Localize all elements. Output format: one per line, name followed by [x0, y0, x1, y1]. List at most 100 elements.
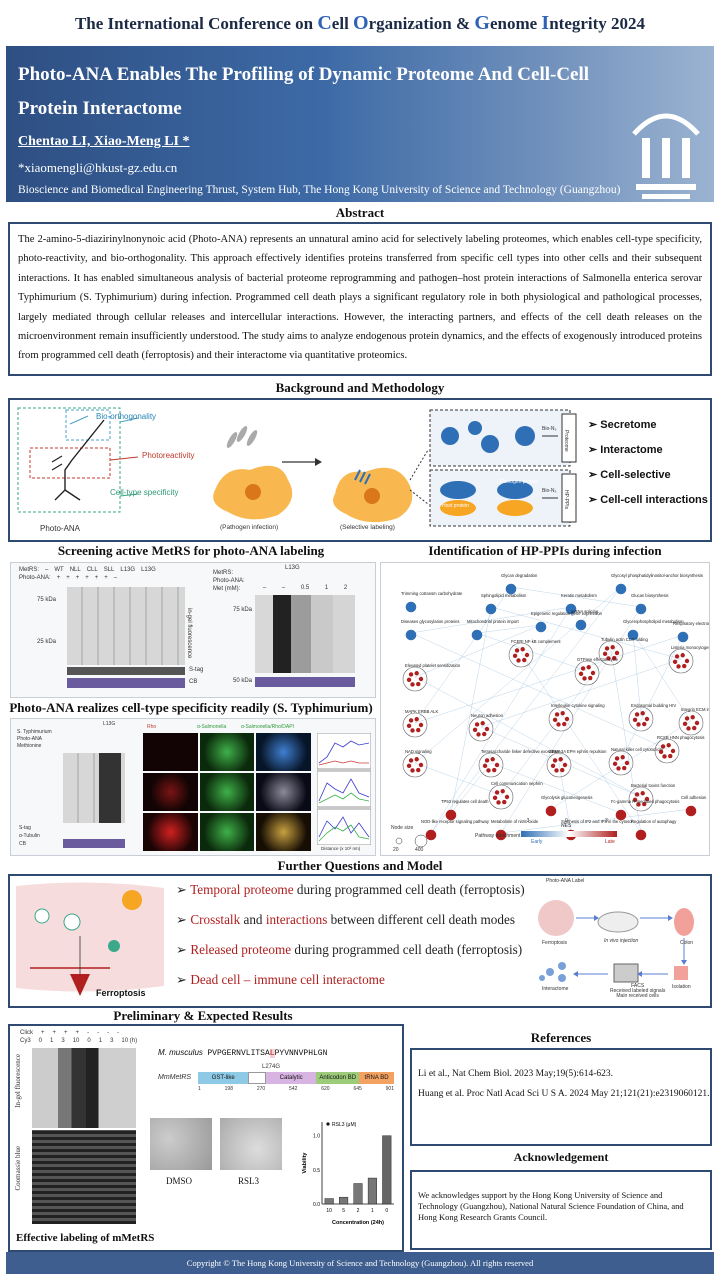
- y-tick-label: 0.0: [313, 1202, 320, 1208]
- nes-label: NES: [561, 823, 572, 829]
- network-node: [418, 676, 424, 682]
- further-box: Ferroptosis ➢ Temporal proteome during p…: [8, 874, 712, 1008]
- network-node: [522, 657, 527, 663]
- pathway-enrichment-label: Pathway enrichment: [475, 833, 521, 839]
- network-node: [586, 665, 591, 670]
- network-node: [640, 791, 645, 796]
- network-node: [418, 722, 424, 728]
- network-node: [560, 711, 565, 716]
- network-node: [682, 663, 687, 669]
- network-node: [582, 676, 587, 681]
- photo-ana-cell: Photo-ANA:: [19, 575, 51, 581]
- network-node: [624, 760, 630, 766]
- domain-catalytic: Catalytic: [265, 1072, 317, 1084]
- col-merge: α-Salmonella/Rho/DAPI: [241, 724, 294, 730]
- pathogen-infection-label: (Pathogen infection): [220, 524, 279, 531]
- network-node: [614, 756, 620, 761]
- network-cluster: [565, 603, 577, 615]
- network-node: [676, 664, 681, 669]
- conference-title-part: G: [474, 12, 490, 34]
- celltype-row-labels: S. Typhimurium Photo-ANA Methionine: [17, 729, 52, 749]
- domain-position: 901: [385, 1086, 394, 1092]
- question-released: ➢ Released proteome during programmed ce…: [176, 942, 523, 957]
- network-cluster: [402, 752, 428, 778]
- network-label: Keratin metabolism: [561, 593, 597, 598]
- domain-positions: 1 198 270 542 620 645 901: [198, 1086, 394, 1092]
- metrs-cell: NLL: [69, 567, 81, 573]
- network-label: MAPK ERBB ALK: [405, 709, 438, 714]
- network-node: [486, 768, 491, 773]
- domain-position: 620: [321, 1086, 330, 1092]
- network-node: [410, 768, 415, 773]
- network-cluster: [654, 738, 680, 764]
- network-node: [602, 651, 608, 657]
- network-label: GTPase effector cycle: [577, 657, 619, 662]
- conference-title: The International Conference on Cell Org…: [0, 12, 720, 35]
- domain-position: 270: [256, 1086, 266, 1092]
- network-node: [564, 716, 570, 722]
- photo-ana-cell: +: [75, 575, 80, 581]
- effective-labeling-caption: Effective labeling of mMetRS: [16, 1232, 155, 1244]
- dmso-image: [150, 1118, 212, 1170]
- network-node: [616, 766, 621, 771]
- network-node: [482, 731, 487, 737]
- network-node: [408, 672, 414, 677]
- celltype-panel: S. Typhimurium Photo-ANA Methionine L13G S…: [10, 718, 376, 856]
- node-size-400: 400: [415, 847, 424, 853]
- cy3-cell: 1: [98, 1038, 103, 1044]
- node-size-legend-circle: [395, 837, 403, 845]
- background-bullets: ➢ Secretome ➢ Interactome ➢ Cell-selecti…: [588, 418, 708, 506]
- ferroptosis-diagram: [16, 882, 164, 996]
- network-edge: [450, 606, 492, 814]
- network-cluster: [468, 716, 494, 742]
- network-cluster: [402, 666, 428, 692]
- network-cluster: [685, 805, 697, 817]
- network-cluster: [635, 829, 647, 841]
- network-node: [690, 715, 695, 720]
- network-edge: [414, 762, 502, 796]
- x-axis-label: Concentration (24h): [332, 1220, 384, 1226]
- network-node: [634, 712, 640, 717]
- hpppi-network-panel: Glycan degradation Glycosyl phosphatidyli…: [380, 562, 710, 856]
- bio-n3-label-top: Bio-N₃: [542, 426, 557, 432]
- network-edge: [610, 650, 642, 834]
- click-cell: Click: [20, 1030, 33, 1036]
- nes-tick-zero: 0: [565, 818, 568, 824]
- network-cluster: [678, 710, 704, 736]
- pathway-network: Glycan degradation Glycosyl phosphatidyli…: [395, 573, 709, 848]
- network-label: Synthesis of IP2 and IP3 in the cytosol: [561, 819, 633, 824]
- conference-title-part: ntegrity 2024: [549, 14, 646, 33]
- cell-type-specificity-label: Cell-type specificity: [110, 488, 179, 497]
- click-cell: -: [87, 1030, 90, 1036]
- selective-labeling-label: (Selective labeling): [340, 524, 395, 531]
- nes-tick-pos: 3: [605, 818, 608, 824]
- background-box: Bio-orthogonality Photoreactivity Cell-t…: [8, 398, 712, 542]
- network-label: NOD-like receptor signaling pathway: [421, 819, 490, 824]
- network-edge: [500, 808, 692, 834]
- x-tick-label: 10: [326, 1208, 332, 1214]
- network-node: [492, 795, 498, 801]
- network-label: Regulation of autophagy: [631, 819, 677, 824]
- question-interactome: ➢ Dead cell – immune cell interactome: [176, 972, 385, 987]
- model-photo-ana-label: Photo-ANA Label: [546, 878, 585, 884]
- network-edge: [410, 606, 572, 634]
- network-cluster: [668, 648, 694, 674]
- marker-75: 75 kDa: [37, 597, 57, 603]
- network-edge: [414, 624, 542, 678]
- network-edge: [632, 632, 692, 722]
- network-node: [504, 794, 510, 800]
- references-heading: References: [530, 1030, 592, 1045]
- further-heading: Further Questions and Model: [277, 858, 443, 873]
- network-label: Glycolysis gluconeogenesis: [541, 795, 592, 800]
- intensity-plots: [317, 733, 371, 845]
- photoreactivity-label: Photoreactivity: [142, 451, 195, 460]
- preliminary-box: Click + + + + - - - - Cy3 0 1 3 10 0 1 3 10 (h) In-gel f…: [8, 1024, 404, 1252]
- gel-image-left: [67, 587, 185, 665]
- metrs-cell: L13G: [120, 567, 136, 573]
- bio-n3-label-bottom: Bio-N₃: [542, 488, 557, 494]
- model-ferroptosis: Ferroptosis: [542, 940, 568, 946]
- plot-x-label: Distance (x 10² nm): [321, 846, 361, 851]
- fluorescence-label: in-gel fluorescence: [186, 608, 192, 659]
- col-salmonella: α-Salmonella: [197, 724, 227, 730]
- network-node: [692, 725, 697, 731]
